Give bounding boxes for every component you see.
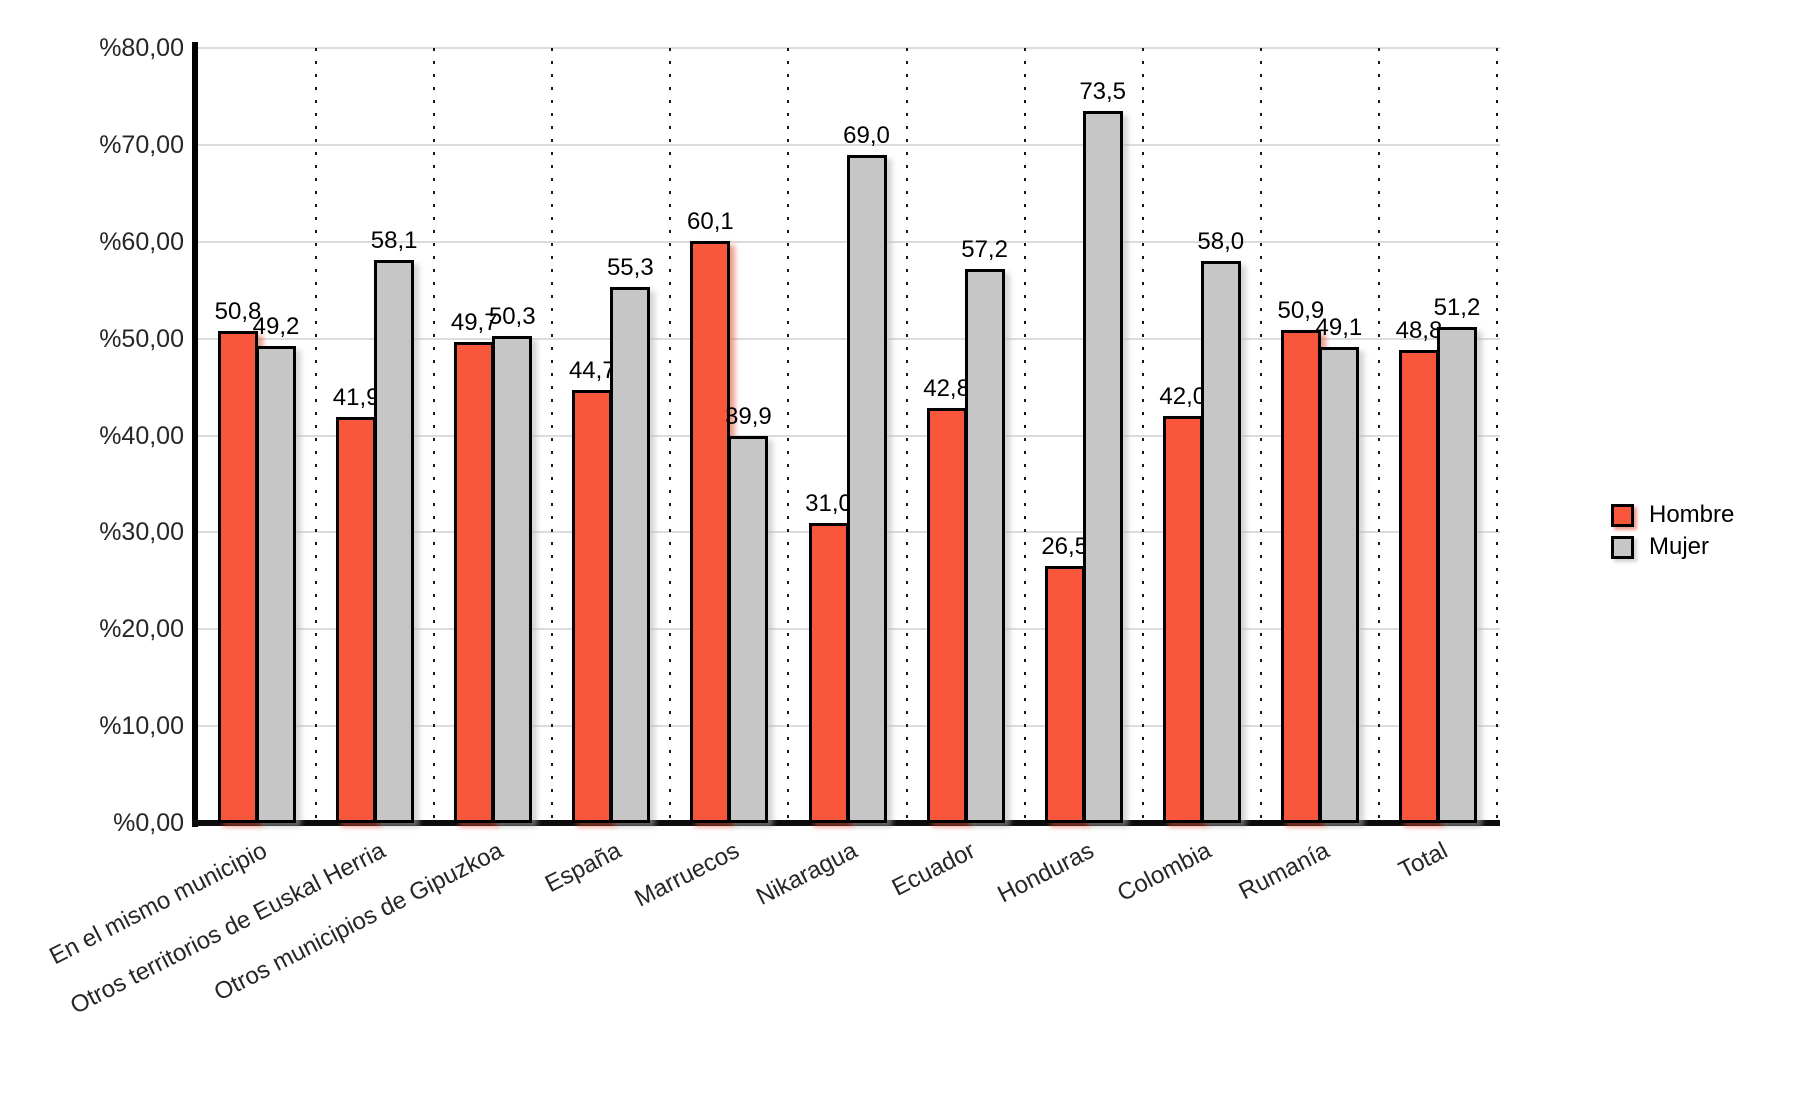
legend-item-mujer: Mujer [1611, 531, 1734, 563]
bar-value-label: 49,2 [252, 313, 300, 341]
bar-hombre-1 [218, 330, 259, 823]
bar-mujer-8 [1082, 110, 1123, 823]
x-axis-label: España [540, 837, 626, 899]
bar-mujer-1 [256, 346, 297, 823]
category-separator [433, 48, 436, 823]
legend-label-mujer: Mujer [1649, 533, 1710, 560]
bar-value-label: 42,0 [1159, 383, 1207, 411]
bar-hombre-6 [808, 522, 849, 823]
x-axis-label: Nikaragua [752, 837, 862, 911]
y-axis-tick-label: %60,00 [99, 227, 184, 256]
bar-hombre-10 [1280, 329, 1321, 823]
category-separator [551, 48, 554, 823]
bar-value-label: 60,1 [687, 207, 734, 235]
bar-value-label: 42,8 [923, 375, 970, 403]
x-axis-label: Ecuador [887, 837, 980, 902]
plot-area: 50,8 49,2 41,9 58,1 49,7 50,3 44,7 55,3 60,1 39,9… [198, 47, 1500, 823]
bar-mujer-11 [1436, 327, 1477, 823]
gridline [198, 143, 1500, 146]
bar-value-label: 26,5 [1041, 533, 1089, 561]
category-separator [1496, 48, 1498, 823]
bar-hombre-7 [926, 408, 967, 823]
gridline [198, 47, 1500, 49]
y-axis-tick-label: %20,00 [99, 615, 184, 644]
bar-hombre-9 [1162, 416, 1203, 823]
y-axis-tick-label: %0,00 [113, 809, 184, 837]
bar-value-label: 49,7 [450, 308, 498, 336]
bar-mujer-4 [610, 287, 651, 823]
category-separator [905, 48, 908, 823]
bar-value-label: 55,3 [606, 254, 654, 282]
bar-hombre-4 [572, 389, 613, 823]
bar-value-label: 41,9 [332, 384, 380, 412]
bar-hombre-3 [454, 341, 495, 823]
category-separator [1377, 48, 1380, 823]
y-axis-tick-label: %50,00 [99, 324, 184, 353]
bar-value-label: 73,5 [1079, 77, 1127, 105]
bar-mujer-5 [728, 436, 769, 823]
bar-value-label: 58,0 [1197, 228, 1245, 256]
x-axis-label: Rumanía [1235, 837, 1335, 906]
x-axis-label: Marruecos [630, 837, 744, 913]
bar-value-label: 57,2 [961, 235, 1008, 263]
category-separator [1141, 48, 1144, 823]
category-separator [1259, 48, 1262, 823]
bar-value-label: 50,9 [1277, 296, 1325, 324]
bar-hombre-8 [1044, 566, 1085, 823]
bar-value-label: 48,8 [1395, 317, 1443, 345]
bar-value-label: 50,3 [488, 302, 536, 330]
bar-value-label: 49,1 [1315, 314, 1363, 342]
bar-hombre-11 [1398, 350, 1439, 823]
bar-mujer-9 [1200, 261, 1241, 823]
x-axis-label: Total [1394, 837, 1453, 885]
bar-value-label: 39,9 [725, 403, 772, 431]
x-axis-label: Colombia [1113, 837, 1217, 908]
x-axis-label: Honduras [992, 837, 1098, 909]
y-axis-tick-label: %40,00 [99, 421, 184, 450]
bar-mujer-7 [964, 268, 1005, 823]
legend-item-hombre: Hombre [1611, 499, 1734, 531]
y-axis-line [192, 42, 198, 827]
bar-hombre-2 [336, 417, 377, 823]
legend-label-hombre: Hombre [1649, 501, 1735, 528]
bar-mujer-2 [374, 260, 415, 823]
category-separator [787, 48, 790, 823]
x-axis-line [192, 820, 1500, 826]
bar-value-label: 50,8 [214, 297, 262, 325]
legend-swatch-hombre [1611, 503, 1634, 527]
category-separator [315, 48, 318, 823]
bar-mujer-10 [1318, 347, 1359, 823]
y-axis-tick-label: %10,00 [99, 712, 184, 741]
bar-value-label: 58,1 [370, 227, 418, 255]
category-separator [1023, 48, 1026, 823]
bar-value-label: 69,0 [843, 121, 890, 149]
bar-value-label: 31,0 [805, 489, 852, 517]
legend-swatch-mujer [1611, 535, 1634, 559]
bar-value-label: 44,7 [568, 356, 616, 384]
y-axis-tick-label: %30,00 [99, 518, 184, 547]
bar-mujer-6 [846, 154, 887, 823]
legend: Hombre Mujer [1611, 499, 1734, 563]
bar-mujer-3 [492, 335, 533, 823]
bar-value-label: 51,2 [1433, 294, 1481, 321]
category-separator [669, 48, 672, 823]
bar-hombre-5 [690, 240, 731, 823]
y-axis-tick-label: %70,00 [99, 130, 184, 159]
y-axis-tick-label: %80,00 [99, 34, 184, 62]
